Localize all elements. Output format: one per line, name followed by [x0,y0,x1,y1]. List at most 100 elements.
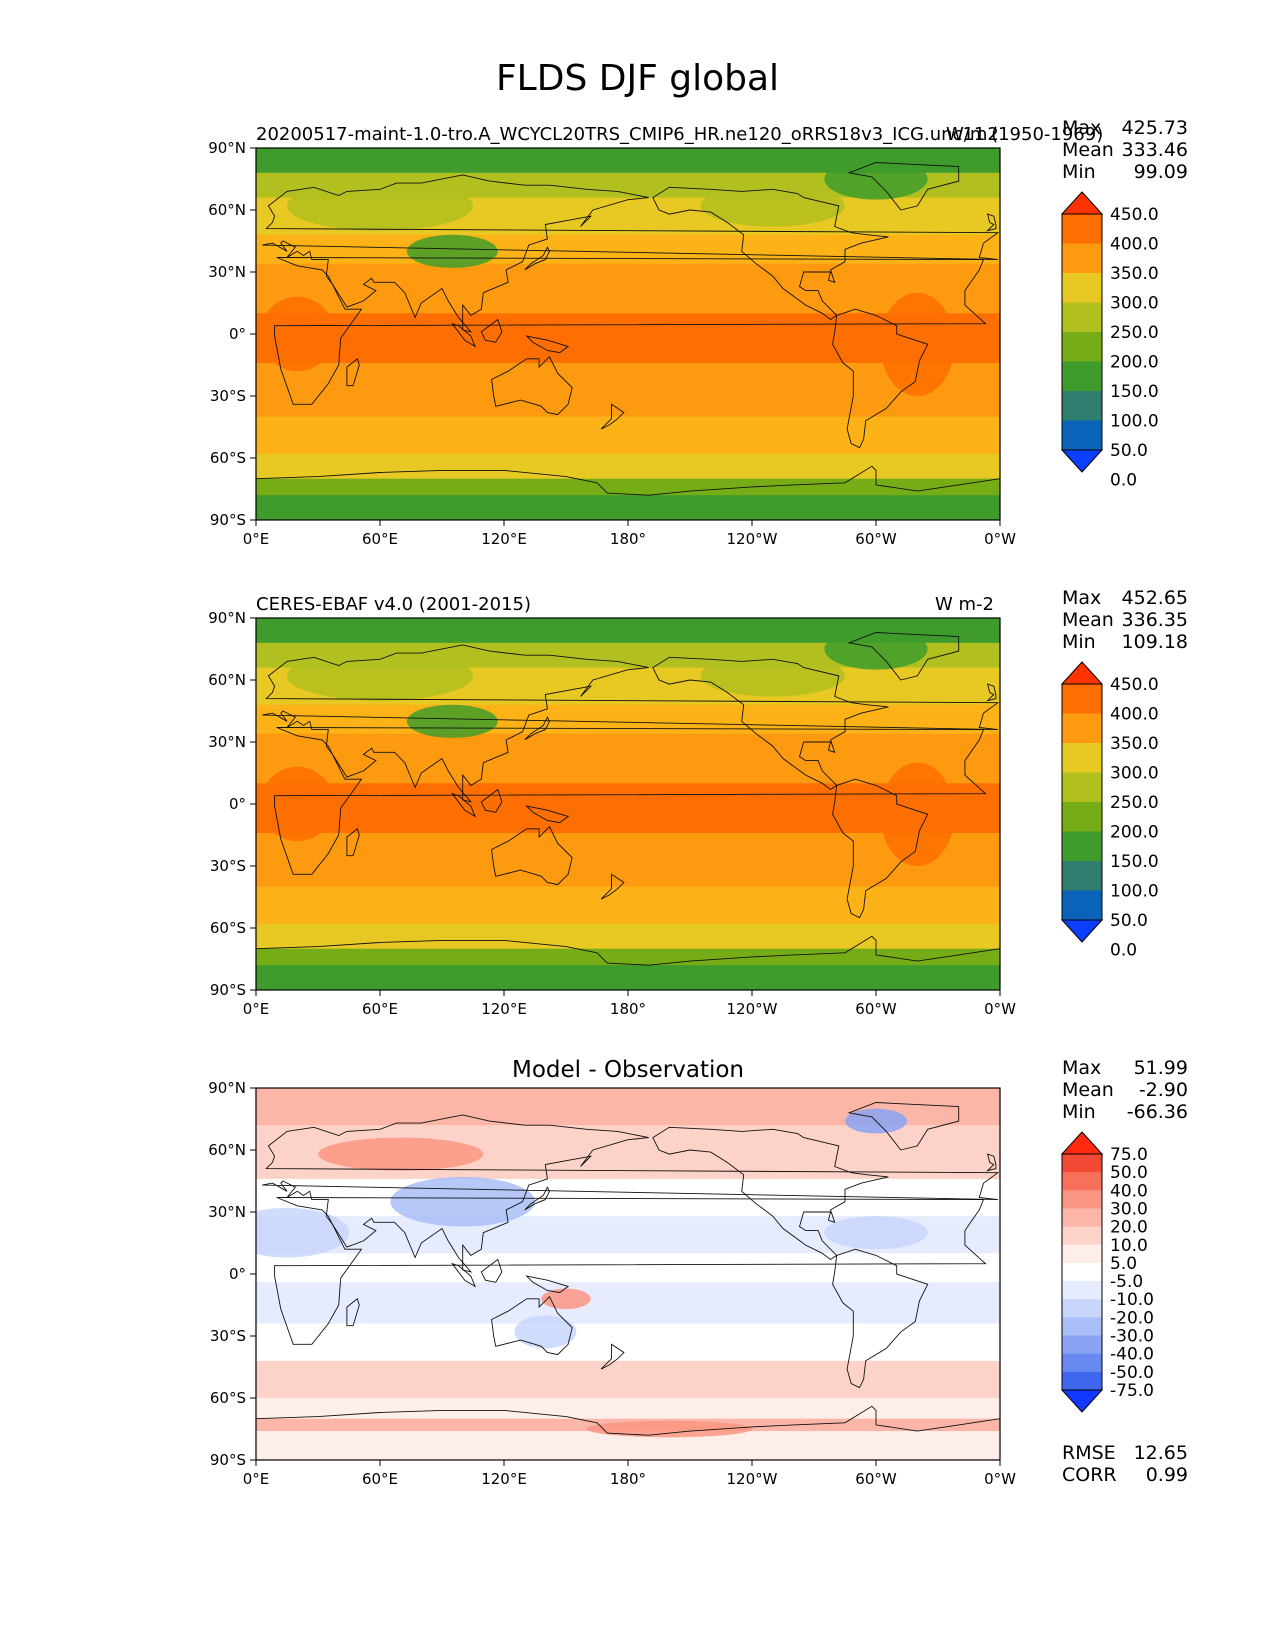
stat-value: -66.36 [1126,1101,1188,1123]
colorbar-tick-label: -30.0 [1110,1327,1154,1347]
field-band [256,453,1000,480]
stat-label: Mean [1062,609,1114,631]
colorbar-segment [1062,684,1102,714]
field-band [256,234,1000,265]
field-region [880,762,955,866]
coastline-antarctica [256,935,1000,990]
coastline-new-zealand [600,403,625,430]
panel1-right-title: W/m2 [946,124,999,145]
coastline-australia [491,825,573,886]
coastline-britain [986,1153,997,1172]
field-region [287,651,473,701]
field-band [256,416,1000,455]
stat-label: Min [1062,631,1096,653]
field-region [260,296,335,372]
coastline-japan [524,246,551,271]
coastline-south-america [832,778,929,919]
coastline-japan [524,1186,551,1211]
coastline-africa [274,727,987,875]
stat-value: -2.90 [1138,1079,1188,1101]
colorbar-segment [1062,273,1102,303]
stat-value: 336.35 [1121,609,1188,631]
coastline-greenland [847,162,960,211]
coastline-new-guinea [525,335,570,354]
field-region [260,766,335,842]
colorbar-tick-label: 40.0 [1110,1181,1148,1201]
stat-row: Max 425.73 [1062,117,1188,139]
colorbar-tick-label: 30.0 [1110,1199,1148,1219]
coastline-north-america [652,656,889,791]
coastline-eurasia [262,644,1000,803]
colorbar-top-extension [1060,1131,1104,1155]
lat-tick-label: 60°S [210,449,246,467]
colorbar-tick-label: 150.0 [1110,852,1159,872]
lon-tick-label: 60°E [362,1000,398,1018]
lon-tick-label: 0°W [984,530,1016,548]
colorbar-tick-label: -20.0 [1110,1308,1154,1328]
map-panel-model: 90°N 60°N 30°N 0° 30°S 60°S 90°S0°E 60°E 120°E 18… [208,139,1016,548]
colorbar-tick-label: 450.0 [1110,675,1159,695]
field-region [390,1176,535,1227]
coastline-borneo [480,318,503,343]
colorbar-segment [1062,772,1102,803]
lon-tick-label: 60°E [362,1470,398,1488]
lat-tick-label: 90°S [210,511,246,529]
lon-tick-label: 120°W [727,530,778,548]
lat-tick-label: 30°N [208,1203,246,1221]
colorbar-tick-label: -75.0 [1110,1381,1154,1401]
stat-row: Min 99.09 [1062,161,1188,183]
stat-row: Max 51.99 [1062,1057,1188,1079]
colorbar-segment [1062,214,1102,244]
stat-value: 425.73 [1121,117,1188,139]
colorbar-segment [1062,1335,1102,1355]
map-field [256,1088,1000,1460]
colorbar-tick-label: 200.0 [1110,823,1159,843]
colorbar-segment [1062,713,1102,744]
colorbar-tick-label: 300.0 [1110,764,1159,784]
colorbar-top-extension [1060,661,1104,685]
lat-tick-label: 90°N [208,609,246,627]
colorbar-tick-label: 350.0 [1110,734,1159,754]
coastline-africa [274,1197,987,1345]
lon-tick-label: 60°W [855,1000,897,1018]
colorbar-segment [1062,1371,1102,1391]
panel3-stats: Max 51.99 Mean -2.90 Min -66.36 [1062,1057,1188,1123]
stat-label: Max [1062,587,1102,609]
colorbar-tick-label: 20.0 [1110,1218,1148,1238]
stat-value: 333.46 [1121,139,1188,161]
map-field [256,148,1000,520]
stat-value: 51.99 [1133,1057,1188,1079]
colorbar-segment [1062,861,1102,891]
field-region [406,704,498,738]
field-band [256,1323,1000,1362]
lon-tick-label: 0°E [243,530,270,548]
field-region [824,628,928,670]
colorbar-segment [1062,332,1102,362]
colorbar-tick-label: 0.0 [1110,941,1137,961]
coastline-new-zealand [600,1343,625,1370]
coastline-north-america [652,186,889,321]
field-region [287,181,473,231]
colorbar-tick-label: -50.0 [1110,1363,1154,1383]
coastline-south-america [832,308,929,449]
colorbar-segment [1062,1262,1102,1282]
colorbar-segment [1062,802,1102,832]
coastline-japan [524,716,551,741]
colorbar-tick-label: 10.0 [1110,1236,1148,1256]
lon-tick-label: 120°E [481,1470,527,1488]
coastline-africa [274,257,987,405]
field-band [256,965,1000,990]
coastline-new-guinea [525,805,570,824]
colorbar-segment [1062,1353,1102,1373]
lat-tick-label: 90°S [210,981,246,999]
colorbar-bottom-extension [1060,449,1104,473]
lon-tick-label: 60°E [362,530,398,548]
colorbar-tick-label: 5.0 [1110,1254,1137,1274]
lat-tick-label: 0° [229,1265,246,1283]
colorbar-tick-label: 75.0 [1110,1145,1148,1165]
colorbar-tick-label: 450.0 [1110,205,1159,225]
field-band [256,1253,1000,1283]
stat-value: 0.99 [1145,1464,1188,1486]
lon-tick-label: 0°W [984,1470,1016,1488]
colorbar-top-extension [1060,191,1104,215]
